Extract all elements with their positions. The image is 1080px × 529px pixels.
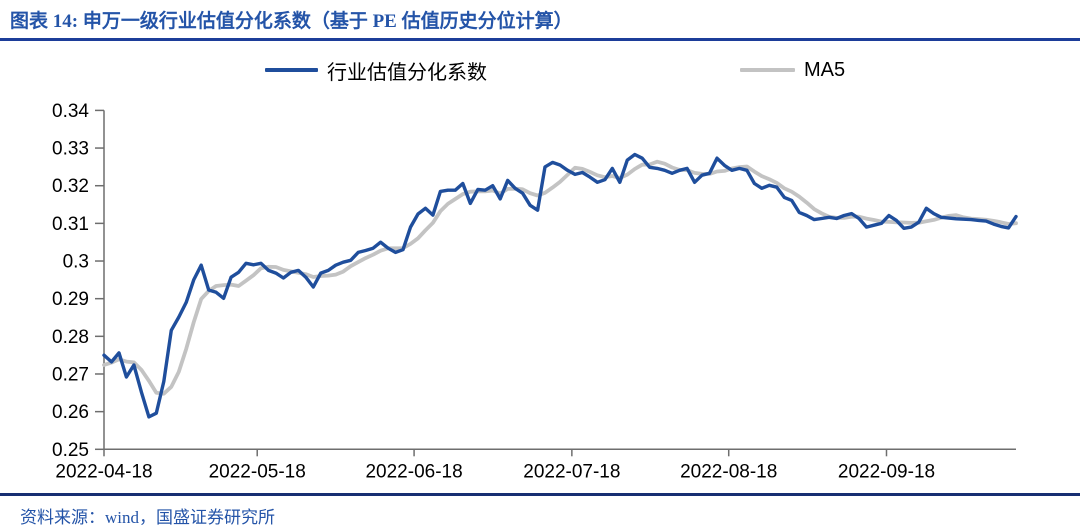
x-tick-label: 2022-09-18 bbox=[838, 461, 935, 482]
x-tick-label: 2022-06-18 bbox=[365, 461, 462, 482]
divergence-series-swatch bbox=[265, 68, 318, 72]
y-tick-label: 0.26 bbox=[52, 402, 89, 423]
footer-divider bbox=[0, 493, 1080, 496]
source-note: 资料来源：wind，国盛证券研究所 bbox=[20, 508, 275, 527]
y-tick-label: 0.34 bbox=[52, 101, 89, 122]
x-tick-label: 2022-08-18 bbox=[680, 461, 777, 482]
ma5-series-swatch bbox=[740, 68, 795, 72]
x-tick-label: 2022-07-18 bbox=[523, 461, 620, 482]
y-tick-label: 0.28 bbox=[52, 327, 89, 348]
x-tick-label: 2022-04-18 bbox=[55, 461, 152, 482]
legend-item-divergence: 行业估值分化系数 bbox=[265, 58, 487, 84]
y-tick-label: 0.3 bbox=[63, 252, 89, 273]
y-tick-label: 0.27 bbox=[52, 364, 89, 385]
y-tick-label: 0.31 bbox=[52, 214, 89, 235]
divergence-line bbox=[102, 152, 1018, 419]
divergence-series-label: 行业估值分化系数 bbox=[327, 61, 487, 84]
x-tick-label: 2022-05-18 bbox=[209, 461, 306, 482]
y-tick-label: 0.25 bbox=[52, 440, 89, 461]
ma5-line bbox=[102, 159, 1018, 396]
ma5-series-label: MA5 bbox=[804, 58, 846, 81]
y-tick-label: 0.32 bbox=[52, 176, 89, 197]
title-divider bbox=[0, 38, 1080, 41]
figure-title: 图表 14: 申万一级行业估值分化系数（基于 PE 估值历史分位计算） bbox=[10, 11, 573, 32]
y-tick-label: 0.33 bbox=[52, 139, 89, 160]
y-tick-label: 0.29 bbox=[52, 289, 89, 310]
legend-item-ma5: MA5 bbox=[740, 58, 845, 82]
